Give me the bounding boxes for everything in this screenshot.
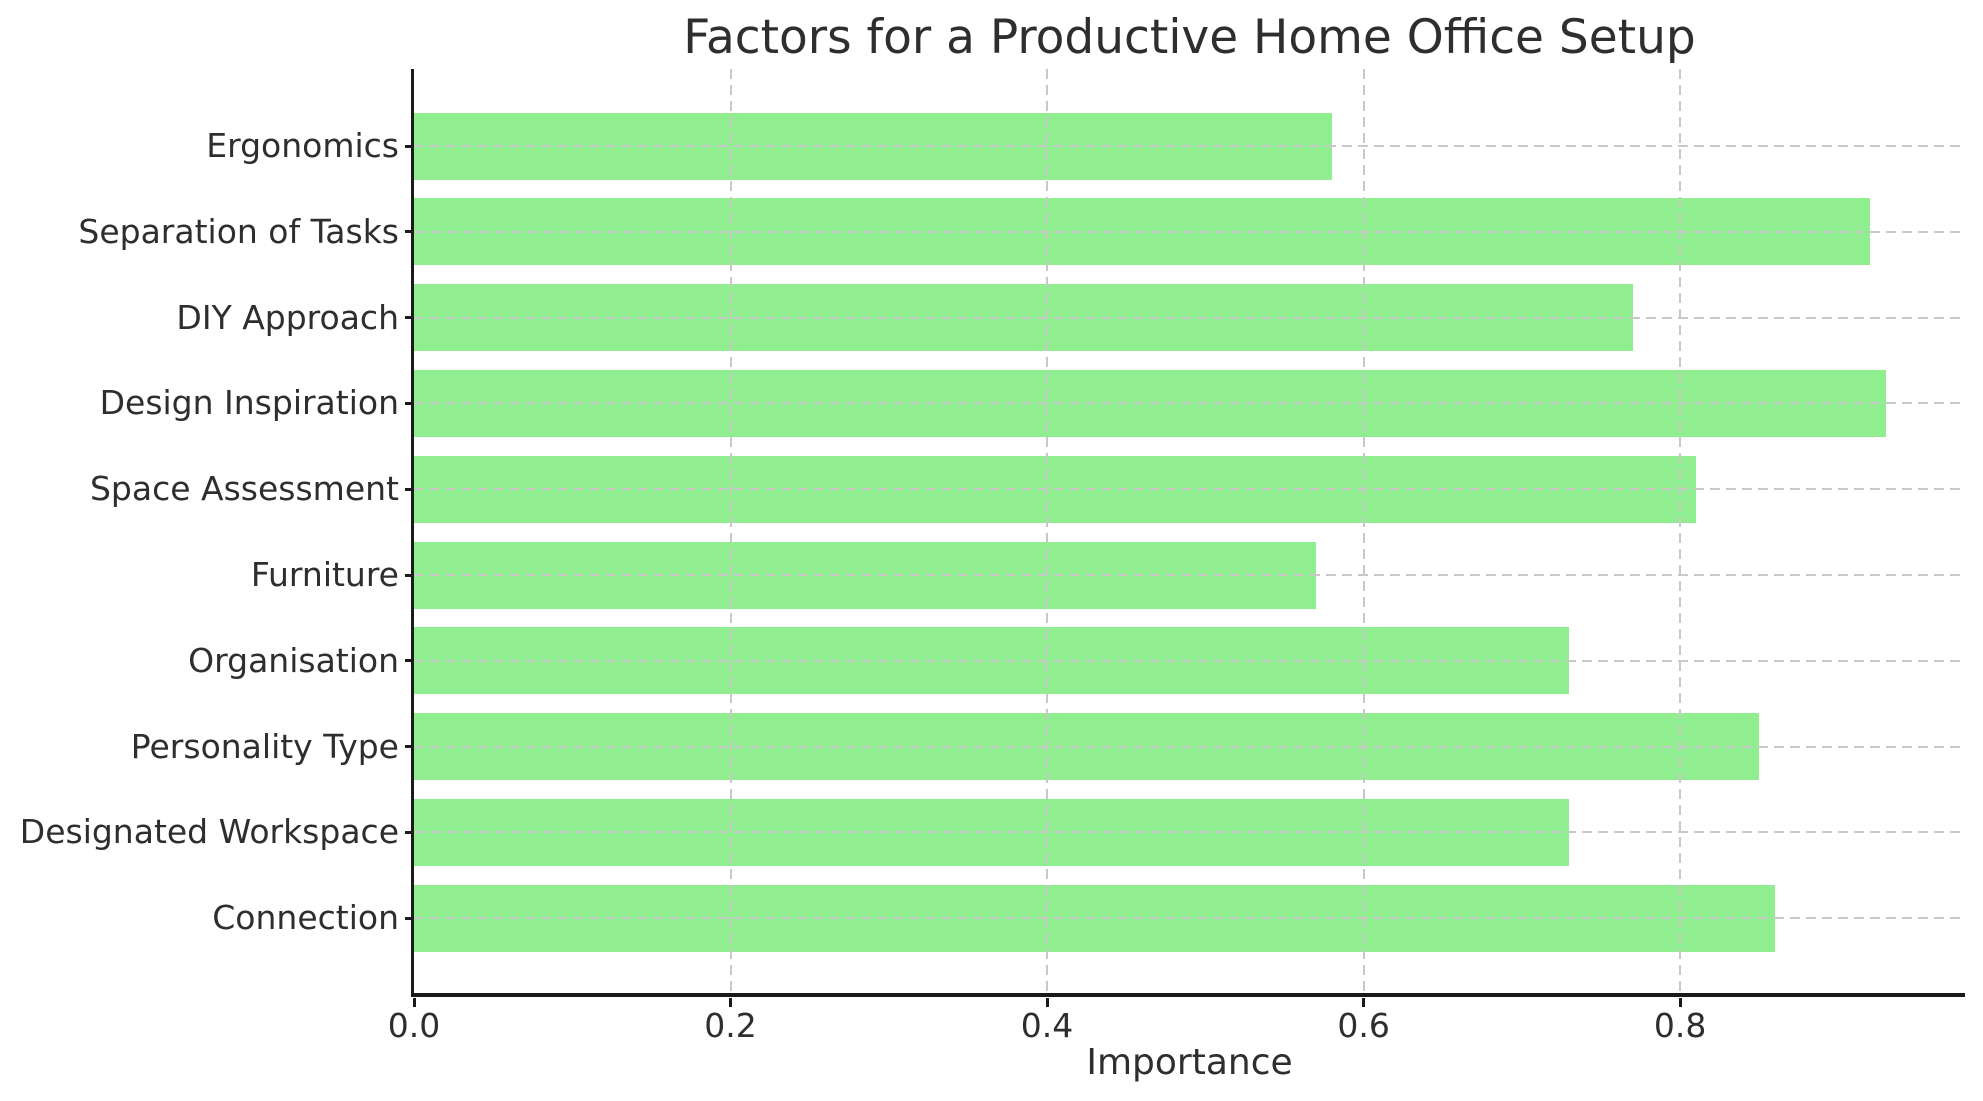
h-gridline (414, 145, 1965, 147)
y-tick-label: Designated Workspace (19, 812, 399, 852)
x-tick (1045, 998, 1049, 1007)
h-gridline (414, 316, 1965, 319)
y-tick (405, 573, 414, 577)
y-tick (405, 401, 414, 405)
y-tick-label: Personality Type (130, 726, 399, 766)
v-gridline (729, 69, 732, 994)
x-tick-label: 0.4 (1020, 1006, 1074, 1045)
v-gridline (1046, 69, 1049, 994)
plot-area (414, 69, 1965, 994)
y-tick-label: Organisation (188, 640, 399, 680)
y-tick-label: Ergonomics (206, 126, 399, 165)
h-gridline (414, 659, 1965, 662)
v-gridline (1362, 69, 1365, 994)
y-tick (405, 659, 414, 663)
y-tick-label: DIY Approach (176, 297, 399, 337)
y-tick-label: Furniture (250, 555, 399, 594)
x-tick (1362, 998, 1366, 1007)
x-tick-label: 0.8 (1653, 1006, 1707, 1045)
h-gridline (414, 230, 1965, 233)
h-gridline (414, 917, 1965, 920)
x-tick (1678, 998, 1682, 1007)
y-tick-label: Space Assessment (89, 469, 399, 509)
y-tick (405, 745, 414, 749)
chart-title: Factors for a Productive Home Office Set… (683, 10, 1696, 65)
y-tick (405, 230, 414, 234)
h-gridline (414, 745, 1965, 748)
y-tick-label: Separation of Tasks (78, 211, 399, 251)
x-tick-label: 0.2 (704, 1006, 757, 1045)
y-tick-label: Design Inspiration (99, 383, 399, 423)
x-tick (412, 998, 416, 1007)
x-tick-label: 0.0 (387, 1006, 441, 1045)
y-tick (405, 316, 414, 320)
y-tick (405, 487, 414, 491)
gridlines-layer (414, 69, 1965, 994)
y-tick-label: Connection (212, 898, 399, 938)
x-axis-title: Importance (1086, 1042, 1293, 1083)
x-tick-label: 0.6 (1337, 1006, 1390, 1045)
x-tick (729, 998, 733, 1007)
h-gridline (414, 488, 1965, 491)
y-tick (405, 830, 414, 834)
x-axis-spine (411, 993, 1965, 997)
h-gridline (414, 402, 1965, 405)
h-gridline (414, 574, 1965, 576)
y-tick (405, 144, 414, 148)
h-gridline (414, 831, 1965, 834)
v-gridline (1679, 69, 1682, 994)
y-tick (405, 916, 414, 920)
y-axis-spine (411, 69, 414, 997)
